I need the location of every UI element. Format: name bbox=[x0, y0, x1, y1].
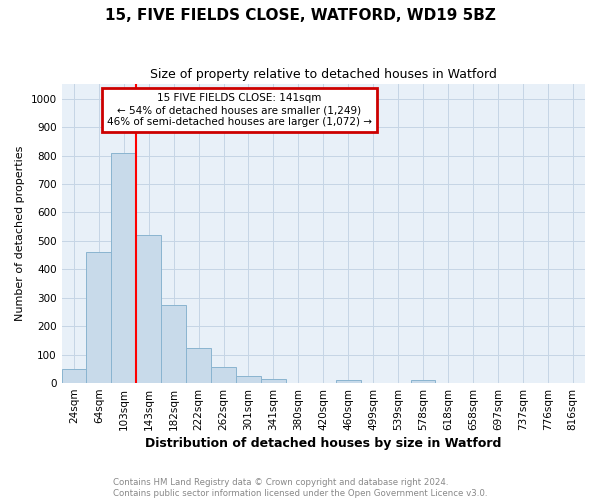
Bar bbox=[86, 252, 112, 383]
Bar bbox=[261, 379, 286, 383]
Text: 15 FIVE FIELDS CLOSE: 141sqm
← 54% of detached houses are smaller (1,249)
46% of: 15 FIVE FIELDS CLOSE: 141sqm ← 54% of de… bbox=[107, 94, 372, 126]
X-axis label: Distribution of detached houses by size in Watford: Distribution of detached houses by size … bbox=[145, 437, 502, 450]
Bar bbox=[161, 305, 186, 383]
Text: 15, FIVE FIELDS CLOSE, WATFORD, WD19 5BZ: 15, FIVE FIELDS CLOSE, WATFORD, WD19 5BZ bbox=[104, 8, 496, 22]
Text: Contains HM Land Registry data © Crown copyright and database right 2024.
Contai: Contains HM Land Registry data © Crown c… bbox=[113, 478, 487, 498]
Title: Size of property relative to detached houses in Watford: Size of property relative to detached ho… bbox=[150, 68, 497, 80]
Bar bbox=[186, 348, 211, 383]
Bar bbox=[236, 376, 261, 383]
Bar bbox=[410, 380, 436, 383]
Bar bbox=[62, 370, 86, 383]
Bar bbox=[336, 380, 361, 383]
Bar bbox=[136, 235, 161, 383]
Bar bbox=[211, 367, 236, 383]
Bar bbox=[112, 152, 136, 383]
Y-axis label: Number of detached properties: Number of detached properties bbox=[15, 146, 25, 322]
